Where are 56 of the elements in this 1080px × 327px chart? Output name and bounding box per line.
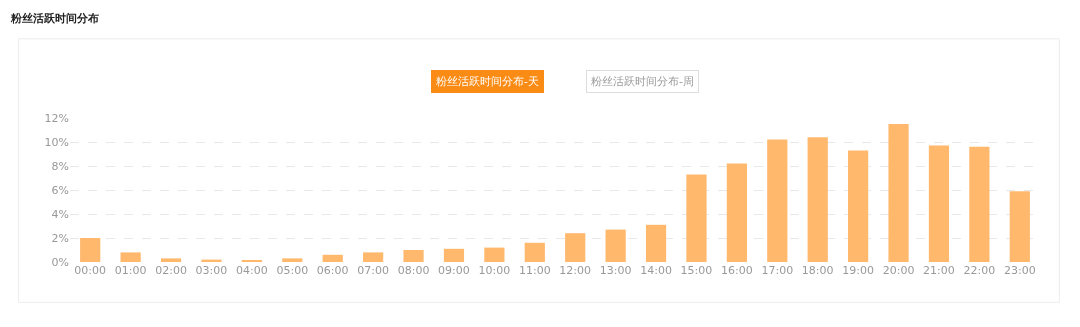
x-tick-label: 20:00 bbox=[882, 264, 915, 277]
y-tick-label: 8% bbox=[51, 159, 69, 173]
bar bbox=[322, 254, 343, 262]
bar bbox=[605, 229, 626, 262]
bar bbox=[484, 247, 505, 262]
x-tick-label: 18:00 bbox=[801, 264, 834, 277]
y-tick-label: 6% bbox=[51, 183, 69, 197]
text: 粉丝活跃时间分布-天 bbox=[436, 75, 539, 88]
bar bbox=[726, 163, 747, 262]
y-tick-label: 0% bbox=[51, 255, 69, 269]
bar bbox=[524, 242, 545, 262]
bar bbox=[1009, 191, 1030, 262]
x-tick-label: 10:00 bbox=[478, 264, 511, 277]
text: 粉丝活跃时间分布-周 bbox=[591, 75, 694, 88]
x-tick-label: 14:00 bbox=[640, 264, 672, 277]
y-tick-label: 10% bbox=[44, 135, 69, 149]
x-tick-label: 04:00 bbox=[236, 264, 268, 277]
bar bbox=[120, 252, 141, 262]
y-tick-label: 2% bbox=[51, 231, 69, 245]
y-tick-label: 4% bbox=[51, 207, 69, 221]
x-tick-label: 00:00 bbox=[74, 264, 107, 277]
bar bbox=[928, 145, 950, 262]
x-tick-label: 01:00 bbox=[114, 264, 147, 277]
bar bbox=[767, 139, 788, 262]
bar bbox=[160, 258, 182, 262]
x-tick-label: 08:00 bbox=[397, 264, 430, 277]
x-tick-label: 23:00 bbox=[1003, 264, 1036, 277]
x-tick-label: 07:00 bbox=[357, 264, 389, 277]
bar bbox=[807, 137, 828, 262]
chart-title: 粉丝活跃时间分布 bbox=[9, 12, 99, 26]
x-tick-label: 21:00 bbox=[923, 264, 955, 277]
x-tick-label: 05:00 bbox=[276, 264, 309, 277]
x-tick-label: 22:00 bbox=[963, 264, 996, 277]
bar bbox=[565, 233, 586, 262]
bar bbox=[403, 250, 424, 262]
x-tick-label: 03:00 bbox=[195, 264, 228, 277]
x-tick-label: 12:00 bbox=[559, 264, 592, 277]
x-tick-label: 02:00 bbox=[155, 264, 187, 277]
bar bbox=[282, 258, 303, 262]
bar bbox=[686, 174, 707, 262]
x-tick-label: 16:00 bbox=[721, 264, 753, 277]
x-tick-label: 11:00 bbox=[518, 264, 551, 277]
bar bbox=[443, 248, 465, 262]
x-tick-label: 13:00 bbox=[599, 264, 632, 277]
bar bbox=[645, 224, 667, 262]
bar bbox=[969, 146, 990, 262]
bar bbox=[848, 150, 869, 262]
x-tick-label: 15:00 bbox=[680, 264, 713, 277]
y-tick-label: 12% bbox=[44, 111, 69, 125]
bar bbox=[80, 238, 101, 262]
bar bbox=[888, 124, 909, 262]
x-tick-label: 17:00 bbox=[761, 264, 794, 277]
bar bbox=[363, 252, 384, 262]
x-tick-label: 09:00 bbox=[438, 264, 470, 277]
x-tick-label: 06:00 bbox=[316, 264, 349, 277]
x-tick-label: 19:00 bbox=[842, 264, 874, 277]
